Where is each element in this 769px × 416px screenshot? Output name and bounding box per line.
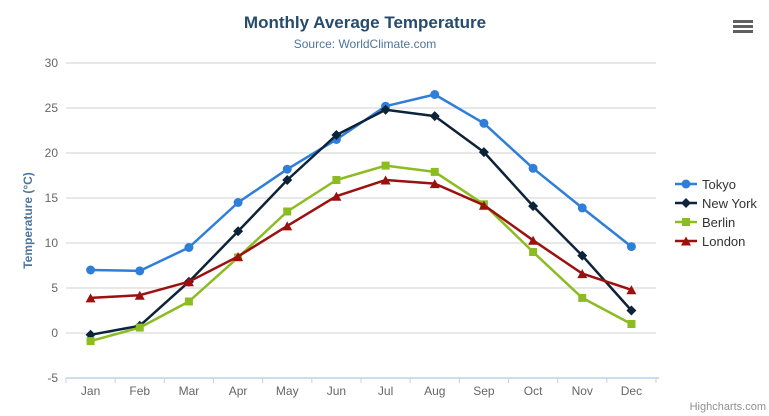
legend-label: Tokyo (702, 176, 736, 192)
data-point-new-york-sep[interactable] (478, 147, 489, 158)
data-point-tokyo-mar[interactable] (184, 243, 194, 252)
x-axis-label: Sep (473, 384, 495, 398)
series-line-berlin (89, 164, 633, 343)
x-axis-label: Mar (179, 384, 200, 398)
legend-symbol-circle (681, 179, 691, 189)
y-axis-label: -5 (47, 371, 58, 385)
data-point-berlin-jan[interactable] (86, 337, 95, 346)
hamburger-icon (733, 25, 753, 28)
legend: Tokyo New York Berlin London (675, 176, 757, 249)
data-point-berlin-jun[interactable] (332, 176, 341, 184)
data-point-tokyo-jan[interactable] (86, 265, 96, 275)
y-axis-label: 30 (45, 56, 59, 70)
circle-legend-icon (675, 179, 697, 189)
x-axis-label: Jun (327, 384, 346, 398)
data-point-london-jul[interactable] (380, 175, 391, 185)
hamburger-icon (733, 30, 753, 33)
data-point-tokyo-dec[interactable] (626, 242, 636, 252)
series-line-london (89, 178, 633, 300)
y-axis-label: 25 (45, 101, 59, 115)
data-point-new-york-apr[interactable] (233, 226, 244, 237)
legend-symbol-square (682, 218, 690, 226)
triangle-legend-icon (675, 236, 697, 246)
x-axis-label: Jan (81, 384, 100, 398)
data-point-new-york-dec[interactable] (626, 305, 637, 316)
x-axis-label: Aug (424, 384, 445, 398)
y-axis-label: 5 (51, 281, 58, 295)
data-point-new-york-jun[interactable] (331, 130, 342, 140)
diamond-legend-icon (675, 198, 697, 208)
y-axis-label: 15 (45, 191, 59, 205)
x-axis-label: Dec (621, 384, 642, 398)
data-point-london-nov[interactable] (577, 269, 588, 279)
series-line-tokyo (89, 93, 633, 273)
data-point-london-dec[interactable] (626, 285, 637, 295)
data-point-tokyo-may[interactable] (282, 164, 292, 174)
data-point-berlin-mar[interactable] (184, 297, 193, 306)
data-point-new-york-may[interactable] (282, 175, 293, 185)
legend-label: London (702, 233, 746, 249)
data-point-london-sep[interactable] (478, 200, 489, 210)
chart-subtitle: Source: WorldClimate.com (293, 37, 437, 51)
x-axis-label: Jul (378, 384, 393, 398)
y-axis-label: 0 (51, 326, 58, 340)
data-point-berlin-aug[interactable] (430, 167, 439, 176)
hamburger-icon (733, 20, 753, 23)
data-point-london-aug[interactable] (429, 179, 440, 189)
data-point-new-york-aug[interactable] (429, 111, 440, 122)
context-menu-button[interactable] (733, 20, 753, 33)
x-axis-label: Oct (524, 384, 543, 398)
data-point-london-feb[interactable] (134, 290, 145, 300)
data-point-new-york-jul[interactable] (380, 104, 391, 115)
square-legend-icon (675, 218, 697, 226)
data-point-london-may[interactable] (282, 221, 293, 231)
data-point-berlin-feb[interactable] (135, 323, 144, 332)
x-axis-label: Apr (229, 384, 248, 398)
data-point-berlin-nov[interactable] (578, 293, 587, 302)
data-point-berlin-may[interactable] (283, 207, 292, 216)
y-axis-label: 20 (45, 146, 59, 160)
legend-item-new-york[interactable]: New York (675, 195, 757, 211)
x-axis-label: May (276, 384, 299, 398)
data-point-tokyo-apr[interactable] (233, 198, 243, 207)
data-point-tokyo-oct[interactable] (528, 163, 538, 173)
series-line-new-york (89, 108, 633, 337)
data-point-tokyo-aug[interactable] (430, 90, 440, 99)
data-point-new-york-oct[interactable] (528, 201, 539, 212)
legend-item-tokyo[interactable]: Tokyo (675, 176, 757, 192)
data-point-berlin-oct[interactable] (529, 248, 538, 256)
data-point-london-oct[interactable] (528, 235, 539, 245)
legend-symbol-triangle (681, 236, 691, 246)
chart-title: Monthly Average Temperature (243, 13, 487, 32)
data-point-tokyo-nov[interactable] (577, 203, 587, 213)
legend-symbol-diamond (681, 198, 691, 208)
data-point-tokyo-feb[interactable] (135, 266, 145, 276)
y-axis-title: Temperature (°C) (21, 172, 35, 269)
legend-label: Berlin (702, 214, 736, 230)
x-axis-label: Feb (129, 384, 150, 398)
data-point-london-jun[interactable] (331, 191, 342, 201)
data-point-london-mar[interactable] (183, 277, 194, 287)
data-point-new-york-nov[interactable] (577, 250, 588, 261)
data-point-tokyo-sep[interactable] (479, 118, 489, 128)
data-point-london-jan[interactable] (85, 293, 96, 303)
data-point-berlin-jul[interactable] (381, 161, 390, 170)
legend-item-london[interactable]: London (675, 233, 757, 249)
highcharts-credit[interactable]: Highcharts.com (689, 401, 766, 413)
legend-label: New York (702, 195, 757, 211)
data-point-berlin-dec[interactable] (627, 320, 636, 328)
data-point-london-apr[interactable] (233, 252, 244, 261)
x-axis-label: Nov (572, 384, 593, 398)
y-axis-label: 10 (45, 236, 59, 250)
legend-item-berlin[interactable]: Berlin (675, 214, 757, 230)
